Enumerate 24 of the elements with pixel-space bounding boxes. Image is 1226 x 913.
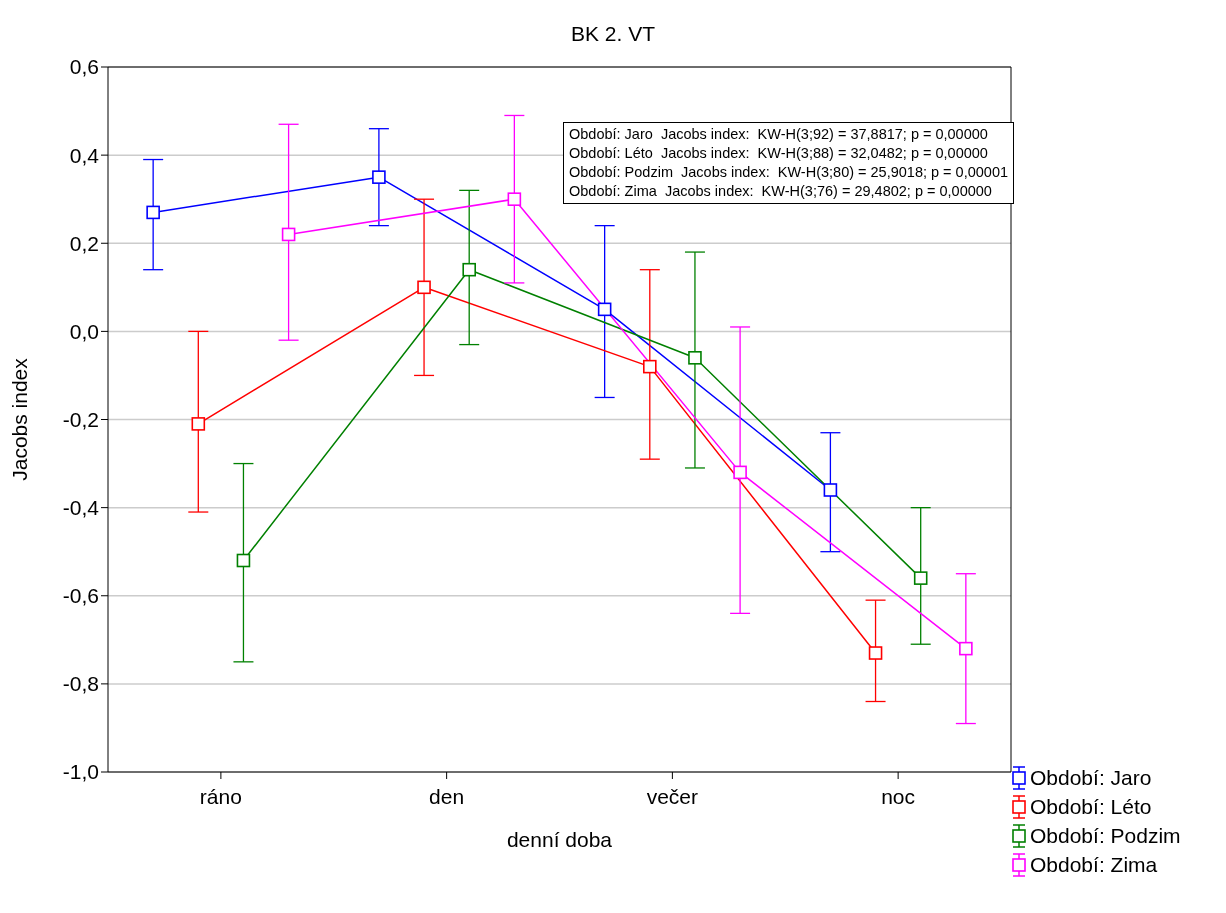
y-axis-title: Jacobs index xyxy=(8,357,32,481)
y-tick-label: -0,6 xyxy=(62,584,99,608)
y-tick-label: 0,0 xyxy=(69,319,99,343)
annotation: Období: Léto Jacobs index: KW-H(3;88) = 32,0482; p = 0,00000 xyxy=(569,144,989,163)
x-tick-label: den xyxy=(429,784,465,808)
y-tick-label: 0,6 xyxy=(69,55,99,79)
legend-label: Období: Léto xyxy=(1030,794,1152,819)
x-tick-label: noc xyxy=(881,784,916,808)
y-tick-label: -0,2 xyxy=(62,407,99,431)
legend-label: Období: Jaro xyxy=(1030,765,1152,790)
y-tick-label: 0,4 xyxy=(69,143,100,167)
y-tick-label: -1,0 xyxy=(62,760,99,784)
y-tick-label: 0,2 xyxy=(69,231,99,255)
annotation: Období: Podzim Jacobs index: KW-H(3;80) = 25,9018; p = 0,00001 xyxy=(569,163,1009,182)
y-tick-label: -0,4 xyxy=(62,496,100,520)
legend-label: Období: Zima xyxy=(1030,852,1158,877)
x-tick-label: večer xyxy=(646,784,699,808)
annotation: Období: Jaro Jacobs index: KW-H(3;92) = 37,8817; p = 0,00000 xyxy=(569,125,989,144)
annotation: Období: Zima Jacobs index: KW-H(3;76) = 29,4802; p = 0,00000 xyxy=(569,182,993,201)
y-tick-label: -0,8 xyxy=(62,672,99,696)
x-tick-label: ráno xyxy=(199,784,242,808)
chart-title: BK 2. VT xyxy=(570,22,656,46)
x-axis-title: denní doba xyxy=(506,828,613,851)
legend-label: Období: Podzim xyxy=(1030,823,1181,848)
